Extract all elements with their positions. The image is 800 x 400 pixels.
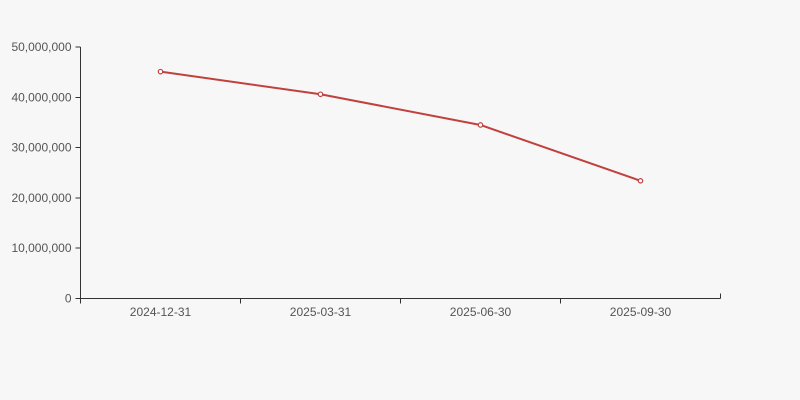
y-axis-tick-label: 30,000,000 — [11, 141, 71, 155]
series-line — [159, 70, 642, 182]
data-point-marker[interactable] — [317, 91, 324, 98]
data-point-marker[interactable] — [637, 177, 644, 184]
x-axis-tick-label: 2024-12-31 — [130, 305, 192, 319]
y-axis-tick-label: 20,000,000 — [11, 191, 71, 205]
y-axis-tick-label: 0 — [65, 292, 72, 306]
data-point-marker[interactable] — [477, 122, 484, 128]
x-axis-tick-label: 2025-03-31 — [290, 305, 352, 319]
y-axis-tick-label: 50,000,000 — [11, 40, 71, 54]
y-axis-tick-label: 10,000,000 — [11, 241, 71, 255]
x-axis-tick-label: 2025-06-30 — [450, 305, 512, 319]
data-point-marker[interactable] — [157, 68, 164, 75]
x-axis-tick-label: 2025-09-30 — [610, 305, 672, 319]
y-axis-tick-label: 40,000,000 — [11, 90, 71, 104]
